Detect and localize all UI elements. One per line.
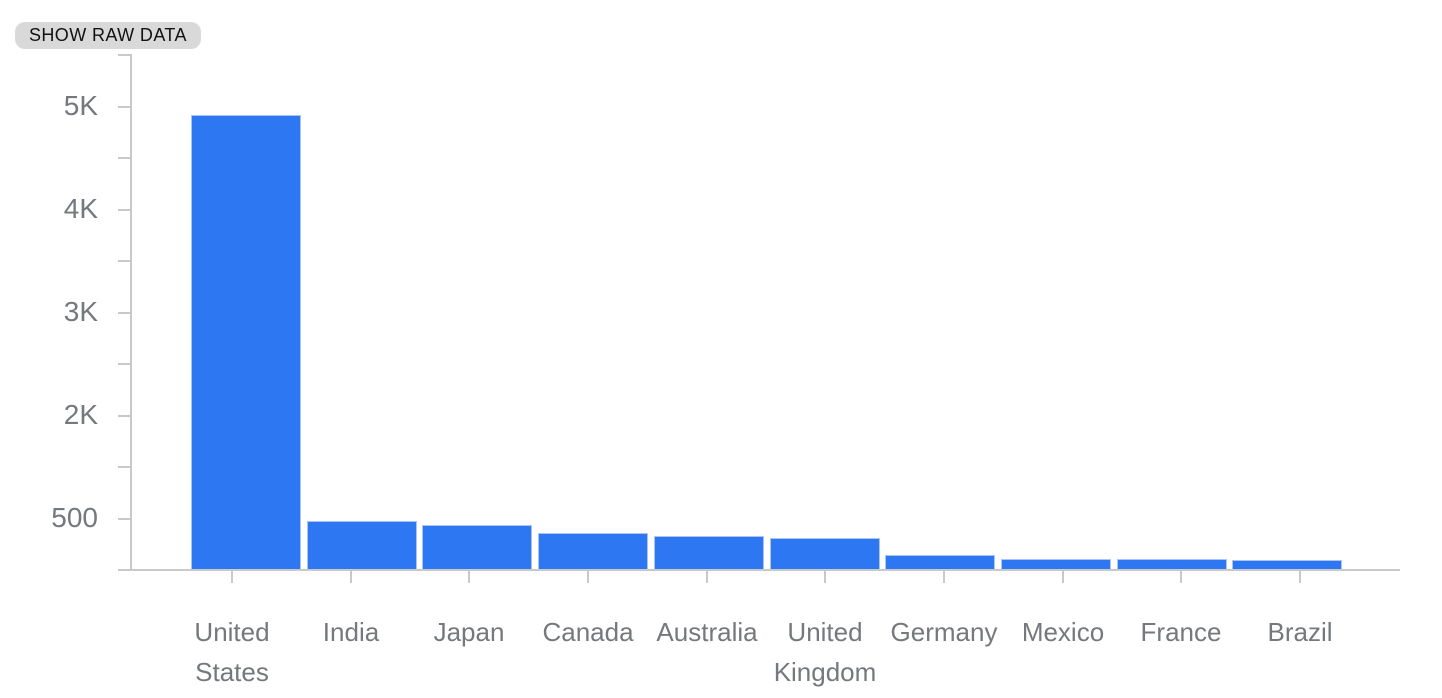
x-axis-category-label: Canada <box>542 617 634 647</box>
x-axis-category-label: Germany <box>890 617 998 647</box>
x-axis-tick <box>943 571 945 583</box>
bar-india[interactable] <box>307 521 417 569</box>
y-axis-line <box>130 54 132 569</box>
y-axis-minor-tick <box>118 363 130 365</box>
bar-australia[interactable] <box>654 536 764 569</box>
x-axis-tick <box>468 571 470 583</box>
x-axis-tick <box>1062 571 1064 583</box>
y-axis-minor-tick <box>118 260 130 262</box>
x-axis-line <box>118 569 1400 571</box>
y-axis-major-tick <box>118 518 130 520</box>
bar-united-states[interactable] <box>191 115 301 569</box>
x-axis-category-label: Brazil <box>1267 617 1333 647</box>
bar-mexico[interactable] <box>1001 559 1111 569</box>
y-axis-minor-tick <box>118 157 130 159</box>
y-axis-tick-label: 500 <box>51 502 98 533</box>
x-axis-tick <box>1299 571 1301 583</box>
x-axis-category-label: United Kingdom <box>773 617 877 687</box>
show-raw-data-button[interactable]: SHOW RAW DATA <box>15 22 201 49</box>
bar-canada[interactable] <box>538 533 648 569</box>
y-axis-tick-label: 2K <box>63 399 98 430</box>
x-axis-category-label: France <box>1140 617 1222 647</box>
x-axis-tick <box>706 571 708 583</box>
x-axis-tick <box>231 571 233 583</box>
y-axis-major-tick <box>118 312 130 314</box>
x-axis-category-label: United States <box>194 617 270 687</box>
x-axis-category-label: Japan <box>433 617 505 647</box>
x-axis-category-label: Australia <box>656 617 758 647</box>
y-axis-minor-tick <box>118 54 130 56</box>
bar-france[interactable] <box>1117 559 1227 569</box>
x-axis-tick <box>824 571 826 583</box>
y-axis-tick-label: 3K <box>63 296 98 327</box>
y-axis-minor-tick <box>118 466 130 468</box>
x-axis-tick <box>587 571 589 583</box>
y-axis-tick-label: 5K <box>63 90 98 121</box>
y-axis-major-tick <box>118 106 130 108</box>
x-axis-tick <box>1180 571 1182 583</box>
x-axis-category-label: Mexico <box>1021 617 1105 647</box>
y-axis-major-tick <box>118 209 130 211</box>
y-axis-tick-label: 4K <box>63 193 98 224</box>
bar-brazil[interactable] <box>1232 560 1342 569</box>
bar-germany[interactable] <box>885 555 995 569</box>
bar-japan[interactable] <box>422 525 532 569</box>
bar-united-kingdom[interactable] <box>770 538 880 569</box>
x-axis-tick <box>350 571 352 583</box>
y-axis-major-tick <box>118 415 130 417</box>
x-axis-category-label: India <box>322 617 380 647</box>
